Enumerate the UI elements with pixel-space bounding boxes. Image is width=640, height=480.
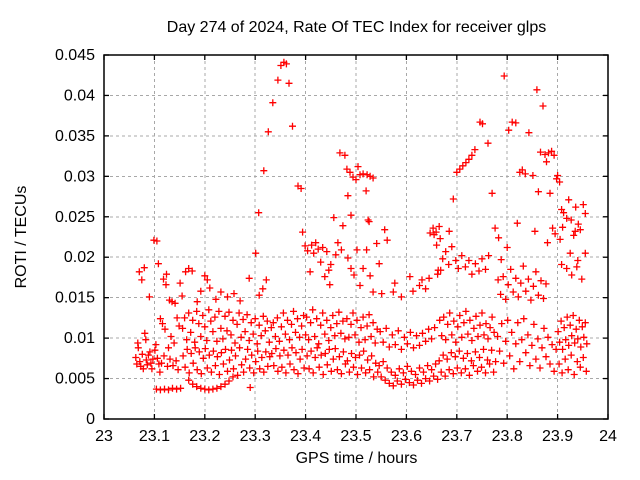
y-tick-label: 0.04 <box>64 87 95 104</box>
scatter-points <box>132 58 591 394</box>
y-axis-title: ROTI / TECUs <box>13 185 30 289</box>
y-tick-label: 0.015 <box>55 290 95 307</box>
x-tick-label: 23.5 <box>340 428 371 445</box>
y-tick-label: 0.035 <box>55 128 95 145</box>
x-tick-label: 23.4 <box>290 428 321 445</box>
x-tick-label: 24 <box>599 428 617 445</box>
x-tick-label: 23.3 <box>240 428 271 445</box>
x-tick-label: 23.8 <box>492 428 523 445</box>
x-tick-label: 23.2 <box>189 428 220 445</box>
y-tick-label: 0.025 <box>55 209 95 226</box>
x-tick-label: 23.9 <box>542 428 573 445</box>
y-tick-label: 0.005 <box>55 371 95 388</box>
y-tick-label: 0.03 <box>64 168 95 185</box>
y-tick-label: 0.02 <box>64 249 95 266</box>
x-tick-label: 23.6 <box>391 428 422 445</box>
x-tick-label: 23 <box>95 428 113 445</box>
chart-title: Day 274 of 2024, Rate Of TEC Index for r… <box>166 19 547 36</box>
x-tick-label: 23.1 <box>139 428 170 445</box>
y-tick-label: 0 <box>86 411 95 428</box>
y-tick-label: 0.01 <box>64 330 95 347</box>
y-tick-label: 0.045 <box>55 47 95 64</box>
x-axis-title: GPS time / hours <box>295 450 418 467</box>
x-tick-label: 23.7 <box>441 428 472 445</box>
